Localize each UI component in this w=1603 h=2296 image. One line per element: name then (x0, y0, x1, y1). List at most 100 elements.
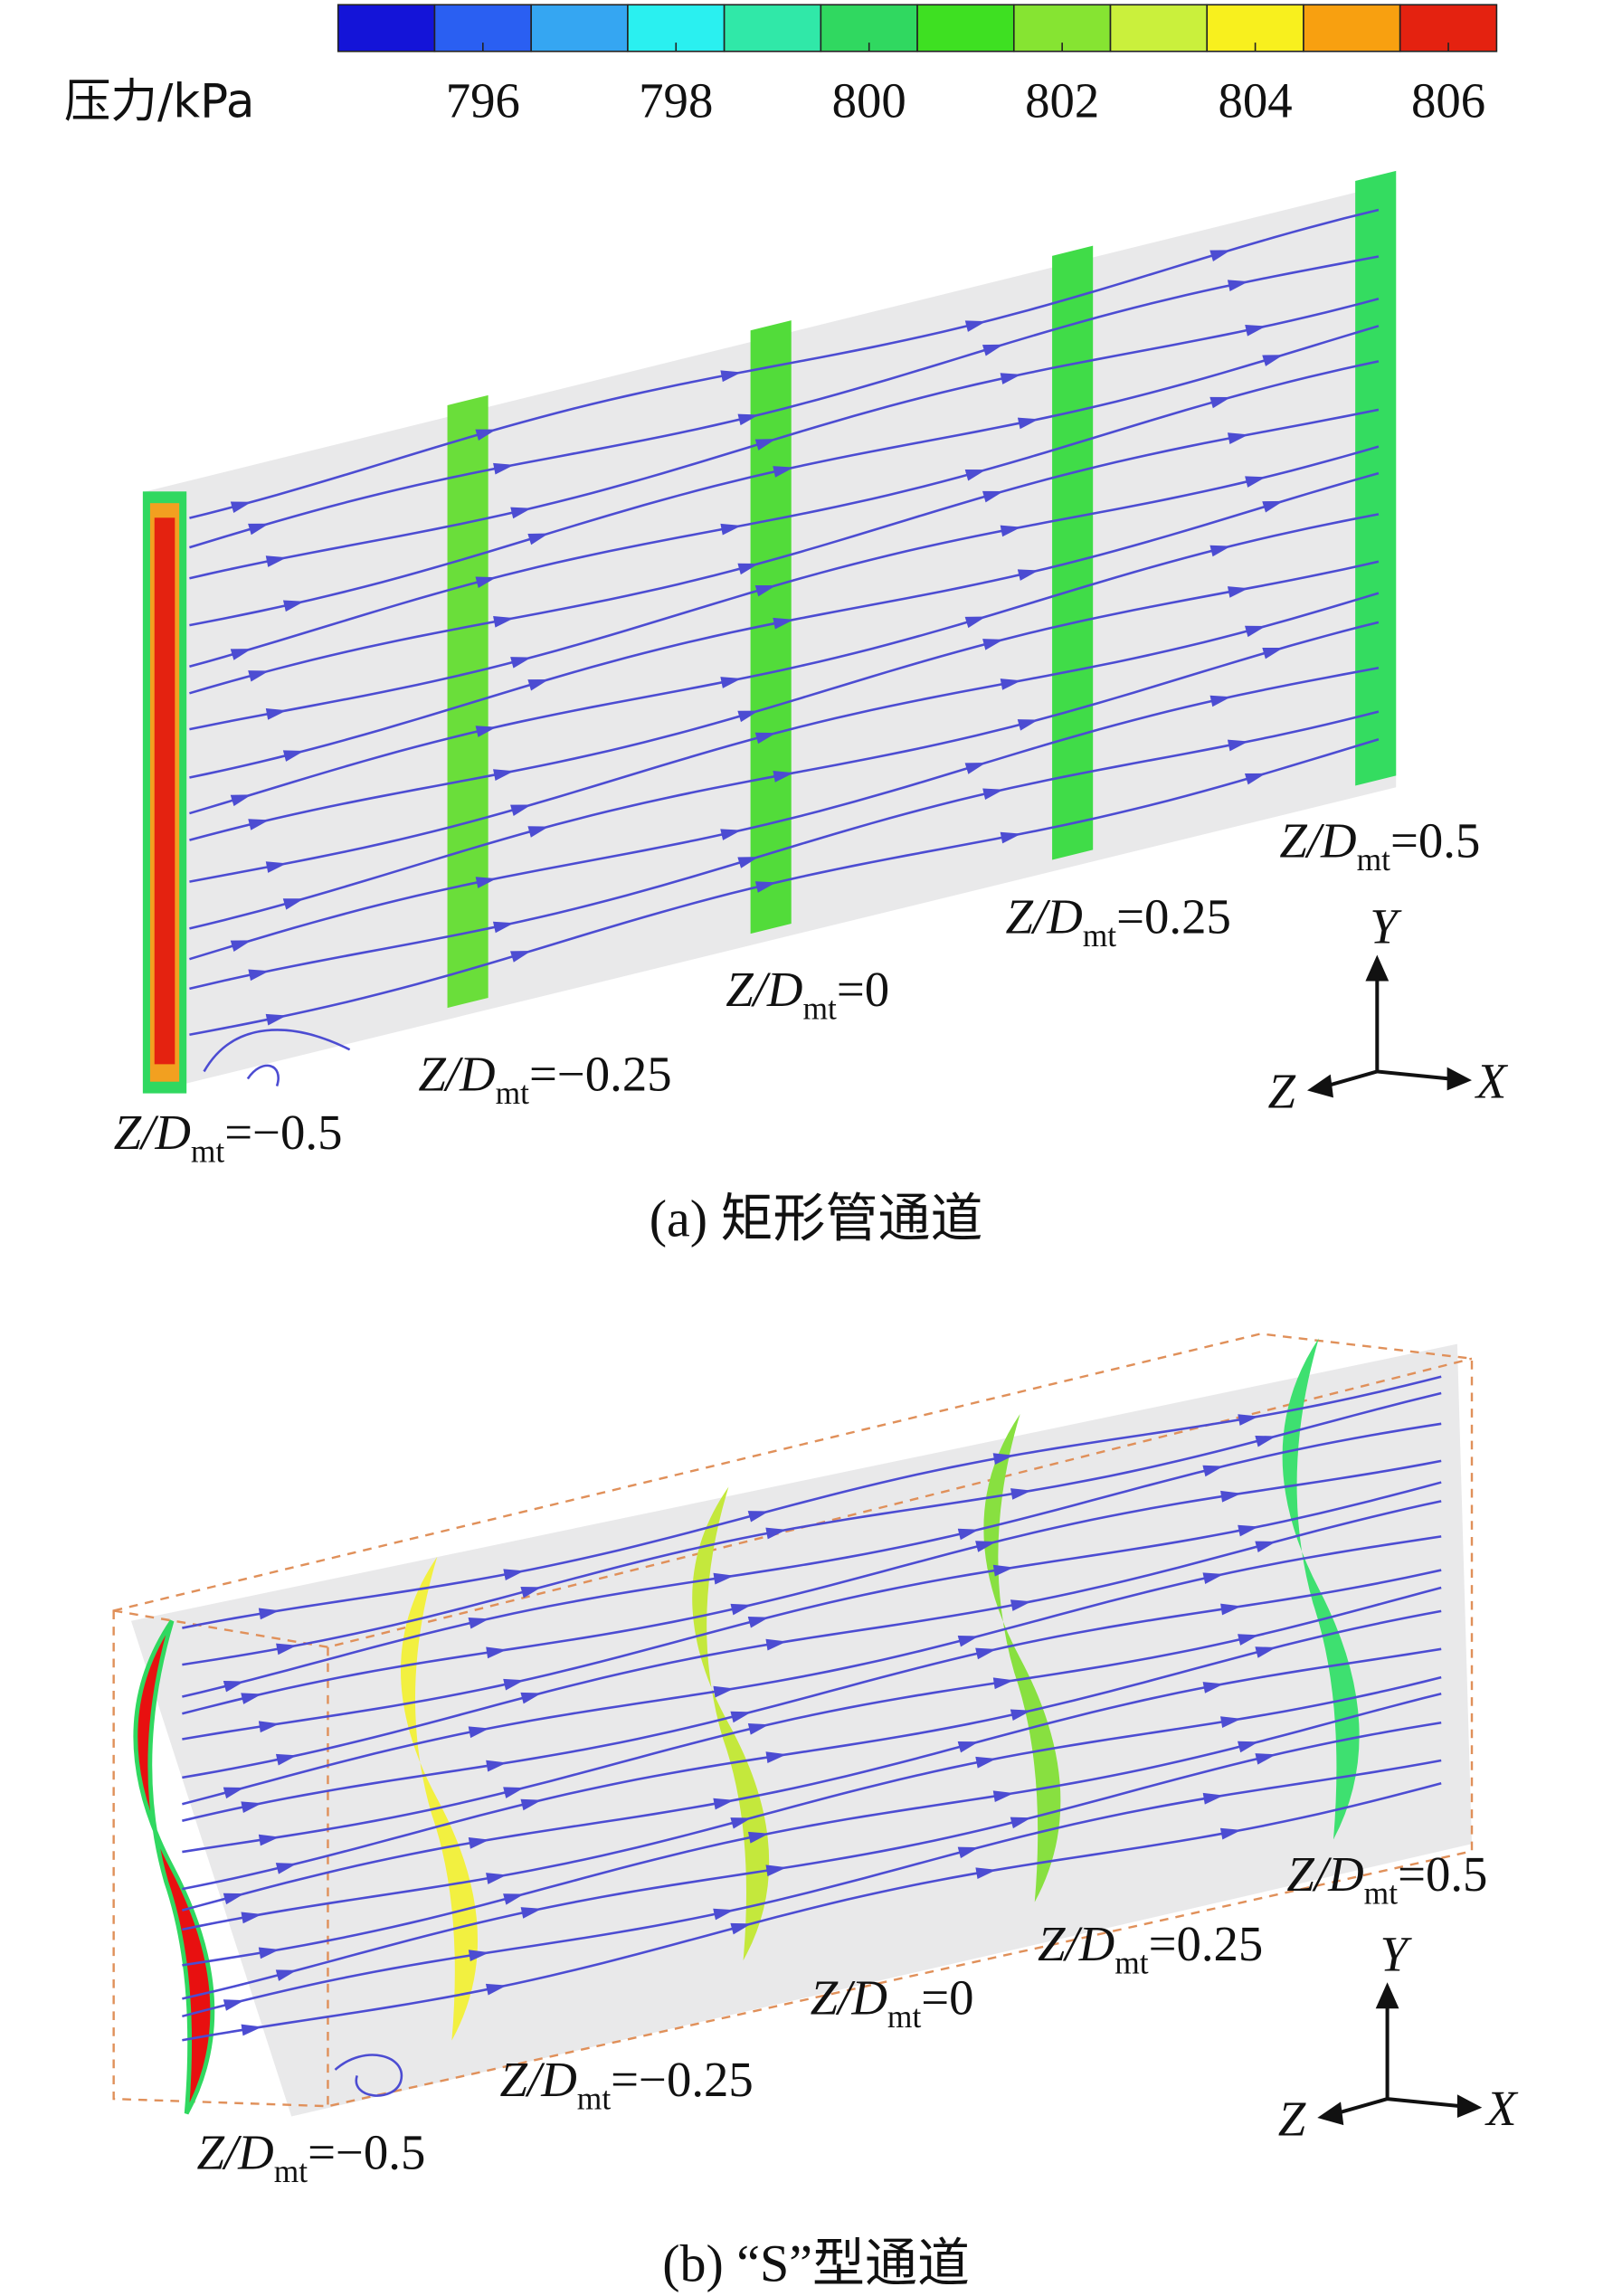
streamline-arrow (720, 677, 742, 688)
section-label-value: =0.25 (1116, 888, 1231, 944)
colorbar-tick-label: 800 (832, 72, 906, 128)
streamline-arrow (1238, 1741, 1259, 1753)
streamline-arrow (241, 2024, 262, 2036)
streamline (189, 666, 1380, 961)
streamline-arrow (265, 1013, 288, 1026)
streamline (182, 1609, 1442, 1891)
streamline-arrow (1227, 432, 1249, 444)
streamline (189, 445, 1380, 731)
streamline-arrow (265, 555, 288, 567)
streamline-arrow (713, 1572, 735, 1585)
streamline-arrow (975, 1867, 997, 1880)
streamline-arrow (992, 1790, 1015, 1803)
streamline-arrow (737, 413, 759, 426)
streamline-arrow (1209, 250, 1231, 261)
streamline-arrow (992, 1564, 1015, 1577)
colorbar-tick-label: 798 (639, 72, 713, 128)
streamline-arrow (223, 1787, 245, 1799)
streamline-arrow (475, 576, 497, 588)
colorbar-segment (1303, 4, 1401, 52)
section-slice (1355, 170, 1397, 786)
section-slice (1282, 1338, 1360, 1840)
streamline-arrow (1209, 695, 1231, 707)
section-label-sub: mt (274, 2153, 308, 2189)
streamline-arrow (527, 678, 549, 691)
streamline-arrow (493, 769, 515, 781)
streamline (189, 360, 1380, 669)
streamline-arrow (503, 1787, 525, 1798)
streamline-arrow (957, 1846, 980, 1859)
streamline-arrow (1202, 1465, 1224, 1477)
axis-label: Y (1380, 1926, 1413, 1981)
caption: (b) “S”型通道 (662, 2234, 970, 2292)
streamline-arrow (1017, 569, 1039, 581)
section-label: Z/Dmt=0 (726, 962, 889, 1026)
streamline-arrow (1202, 1792, 1225, 1805)
section-label-var: Z/D (1279, 813, 1356, 868)
streamline-arrow (1220, 1490, 1242, 1503)
streamline-arrow (1010, 1488, 1032, 1500)
axis-arrow (1456, 2094, 1483, 2119)
streamline-arrow (737, 857, 759, 868)
streamline-arrow (1245, 625, 1266, 638)
streamline-arrow (747, 1723, 770, 1735)
streamline-arrow (275, 1753, 298, 1766)
streamline-arrow (510, 804, 532, 816)
vortex (334, 2054, 403, 2097)
section-label-var: Z/D (500, 2052, 577, 2107)
streamline-arrow (975, 1541, 997, 1552)
section-slice (983, 1413, 1061, 1902)
streamline-arrow (982, 344, 1004, 356)
section-label-sub: mt (1083, 917, 1117, 954)
axis-arrow (1365, 954, 1390, 982)
section-label: Z/Dmt=0.25 (1038, 1916, 1263, 1980)
streamline-arrow (265, 861, 288, 873)
section-label-var: Z/D (114, 1105, 191, 1160)
section-label: Z/Dmt=−0.5 (114, 1105, 343, 1169)
colorbar-tick-label: 804 (1219, 72, 1293, 128)
streamline (189, 408, 1380, 695)
streamline-arrow (258, 1947, 280, 1959)
streamline-arrow (223, 1680, 245, 1693)
section-label: Z/Dmt=−0.25 (500, 2052, 754, 2116)
streamline-arrow (520, 1798, 542, 1811)
section-label-var: Z/D (418, 1046, 495, 1101)
streamline-arrow (1000, 373, 1022, 384)
streamline-arrow (282, 600, 305, 612)
streamline-arrow (773, 771, 794, 783)
section-slice (692, 1486, 770, 1961)
streamline-arrow (730, 1817, 752, 1829)
streamline-arrow (957, 1528, 980, 1541)
section-label-value: =0 (837, 962, 889, 1017)
colorbar-segment (1109, 4, 1209, 52)
streamline-arrow (510, 951, 532, 963)
streamline-arrow (1255, 1753, 1276, 1765)
streamline-arrow (493, 615, 515, 628)
streamline-arrow (223, 1999, 245, 2011)
axis-arrow (1317, 2102, 1344, 2126)
streamline-arrow (527, 826, 549, 838)
streamline (182, 1586, 1442, 1854)
section-label: Z/Dmt=0.5 (1279, 813, 1480, 878)
streamline-arrow (230, 794, 252, 807)
section-slice (447, 394, 488, 1009)
streamline (182, 1692, 1442, 1967)
streamline-arrow (520, 1692, 542, 1704)
section-label: Z/Dmt=0.5 (1286, 1846, 1487, 1911)
streamline-arrow (468, 1950, 490, 1962)
section-label-sub: mt (1357, 841, 1391, 878)
streamline-arrow (493, 462, 515, 475)
colorbar-tick-label: 806 (1411, 72, 1485, 128)
streamline-arrow (1000, 525, 1022, 537)
streamline-arrow (527, 533, 549, 546)
axis-label: Z (1267, 1064, 1295, 1119)
section-label-value: =−0.25 (611, 2052, 754, 2107)
streamline-arrow (486, 1760, 507, 1772)
streamline-arrow (730, 1922, 752, 1935)
streamline-arrow (964, 616, 987, 629)
streamline-arrow (982, 788, 1004, 801)
streamline-arrow (520, 1586, 542, 1599)
section-label-sub: mt (577, 2080, 612, 2116)
streamline-arrow (503, 1569, 525, 1580)
streamline-arrow (964, 470, 987, 481)
